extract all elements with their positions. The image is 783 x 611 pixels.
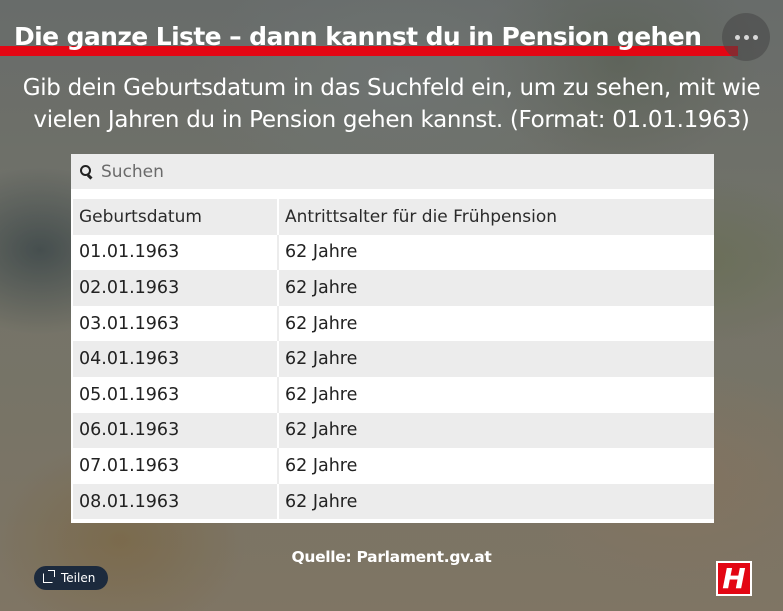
- page-title: Die ganze Liste – dann kannst du in Pens…: [14, 22, 702, 51]
- cell-pension-age: 62 Jahre: [278, 305, 714, 342]
- title-accent-stripe: [0, 46, 738, 56]
- table-row: 08.01.1963 62 Jahre: [73, 483, 714, 520]
- table-row: 05.01.1963 62 Jahre: [73, 376, 714, 413]
- cell-birthdate: 08.01.1963: [73, 483, 279, 520]
- cell-birthdate: 04.01.1963: [73, 341, 279, 377]
- table-header-row: Geburtsdatum Antrittsalter für die Frühp…: [73, 199, 714, 235]
- table-row: 04.01.1963 62 Jahre: [73, 341, 714, 377]
- column-header-pension-age[interactable]: Antrittsalter für die Frühpension: [278, 199, 714, 235]
- cell-birthdate: 03.01.1963: [73, 305, 279, 342]
- cell-birthdate: 07.01.1963: [73, 448, 279, 484]
- cell-pension-age: 62 Jahre: [278, 483, 714, 520]
- intro-text: Gib dein Geburtsdatum in das Suchfeld ei…: [22, 75, 761, 133]
- cell-pension-age: 62 Jahre: [278, 234, 714, 271]
- share-icon: [43, 570, 55, 583]
- share-label: Teilen: [61, 571, 96, 585]
- cell-pension-age: 62 Jahre: [278, 341, 714, 377]
- search-input[interactable]: [101, 161, 681, 182]
- brand-logo[interactable]: H: [716, 561, 752, 596]
- search-icon: [80, 164, 94, 179]
- cell-pension-age: 62 Jahre: [278, 448, 714, 484]
- cell-pension-age: 62 Jahre: [278, 412, 714, 449]
- table-row: 03.01.1963 62 Jahre: [73, 305, 714, 342]
- cell-birthdate: 02.01.1963: [73, 270, 279, 306]
- table-row: 02.01.1963 62 Jahre: [73, 270, 714, 306]
- brand-logo-letter: H: [722, 561, 746, 595]
- cell-birthdate: 01.01.1963: [73, 234, 279, 271]
- more-horizontal-icon: [734, 34, 740, 40]
- more-horizontal-icon-dot: [752, 34, 758, 40]
- cell-pension-age: 62 Jahre: [278, 270, 714, 306]
- more-horizontal-icon-dot: [743, 34, 749, 40]
- source-credit: Quelle: Parlament.gv.at: [291, 548, 492, 566]
- column-header-birthdate[interactable]: Geburtsdatum: [73, 199, 279, 235]
- data-table-card: Geburtsdatum Antrittsalter für die Frühp…: [71, 154, 714, 523]
- cell-pension-age: 62 Jahre: [278, 376, 714, 413]
- table-row: 07.01.1963 62 Jahre: [73, 448, 714, 484]
- table-row: 01.01.1963 62 Jahre: [73, 234, 714, 271]
- title-bar: Die ganze Liste – dann kannst du in Pens…: [0, 20, 738, 58]
- search-bar: [71, 154, 714, 190]
- cell-birthdate: 06.01.1963: [73, 412, 279, 449]
- pension-table: Geburtsdatum Antrittsalter für die Frühp…: [73, 199, 714, 520]
- share-button[interactable]: Teilen: [34, 566, 108, 590]
- table-row: 06.01.1963 62 Jahre: [73, 412, 714, 449]
- more-options-button[interactable]: [722, 13, 770, 61]
- cell-birthdate: 05.01.1963: [73, 376, 279, 413]
